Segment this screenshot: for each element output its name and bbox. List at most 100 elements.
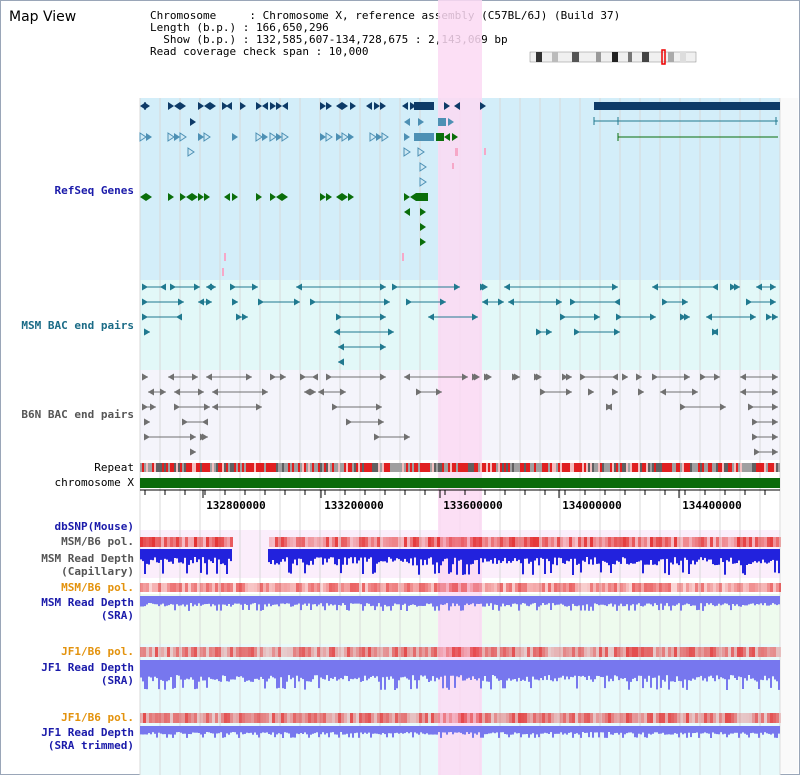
track-label-msm-b6-pol-1[interactable]: MSM/B6 pol. <box>61 535 134 548</box>
track-label-msm-depth-capillary[interactable]: MSM Read Depth <box>41 552 134 565</box>
read-depth-bar <box>414 726 416 733</box>
repeat-segment <box>676 463 678 472</box>
feature-arrow <box>406 298 412 306</box>
track-label-b6n-bac[interactable]: B6N BAC end pairs <box>21 408 134 421</box>
read-depth-bar <box>170 726 172 735</box>
repeat-segment <box>344 463 346 472</box>
read-depth-bar <box>642 726 644 733</box>
polymorphism-cell <box>212 537 215 547</box>
read-depth-bar <box>300 726 302 733</box>
feature-arrow <box>574 328 580 336</box>
read-depth-bar <box>198 549 200 560</box>
polymorphism-cell <box>455 713 458 723</box>
repeat-segment <box>696 463 698 472</box>
read-depth-bar <box>620 549 622 564</box>
track-label-jf1-pol-2[interactable]: JF1/B6 pol. <box>61 711 134 724</box>
read-depth-bar <box>440 726 442 738</box>
feature-arrow <box>190 448 196 456</box>
read-depth-bar <box>254 726 256 733</box>
read-depth-bar <box>286 549 288 558</box>
read-depth-bar <box>486 596 488 604</box>
read-depth-bar <box>280 726 282 735</box>
read-depth-bar <box>728 726 730 735</box>
read-depth-bar <box>410 549 412 559</box>
polymorphism-cell <box>512 713 515 723</box>
read-depth-bar <box>774 660 776 680</box>
track-label-msm-bac[interactable]: MSM BAC end pairs <box>21 319 134 332</box>
read-depth-bar <box>268 596 270 604</box>
feature-arrow <box>246 373 252 381</box>
read-depth-bar <box>206 549 208 575</box>
read-depth-bar <box>676 596 678 605</box>
read-depth-bar <box>466 660 468 679</box>
read-depth-bar <box>754 596 756 606</box>
read-depth-bar <box>760 596 762 604</box>
read-depth-bar <box>456 726 458 733</box>
repeat-segment <box>320 463 322 472</box>
read-depth-bar <box>188 596 190 611</box>
read-depth-bar <box>572 660 574 678</box>
read-depth-bar <box>666 726 668 735</box>
polymorphism-cell <box>602 647 605 657</box>
polymorphism-cell <box>770 537 773 547</box>
read-depth-bar <box>470 726 472 733</box>
read-depth-bar <box>638 596 640 604</box>
polymorphism-cell <box>236 647 239 657</box>
polymorphism-cell <box>674 713 677 723</box>
polymorphism-cell <box>755 583 758 592</box>
track-label-dbsnp[interactable]: dbSNP(Mouse) <box>54 520 134 533</box>
read-depth-bar <box>594 660 596 680</box>
feature-arrow <box>318 388 324 396</box>
read-depth-bar <box>536 726 538 735</box>
read-depth-bar <box>298 660 300 682</box>
read-depth-bar <box>356 596 358 604</box>
track-label-refseq[interactable]: RefSeq Genes <box>54 184 134 197</box>
read-depth-bar <box>486 549 488 562</box>
track-label-jf1-depth[interactable]: JF1 Read Depth <box>41 661 134 674</box>
track-label-jf1-trimmed[interactable]: JF1 Read Depth <box>41 726 134 739</box>
read-depth-bar <box>516 549 518 562</box>
repeat-segment <box>778 463 780 472</box>
polymorphism-cell <box>776 713 779 723</box>
feature-arrow <box>706 313 712 321</box>
repeat-segment <box>484 463 486 472</box>
repeat-segment <box>684 463 686 472</box>
polymorphism-cell <box>746 537 749 547</box>
polymorphism-cell <box>575 713 578 723</box>
read-depth-bar <box>778 549 780 574</box>
track-label-msm-depth-sra[interactable]: MSM Read Depth <box>41 596 134 609</box>
track-label-msm-b6-pol-2[interactable]: MSM/B6 pol. <box>61 581 134 594</box>
repeat-segment <box>166 463 168 472</box>
read-depth-bar <box>488 660 490 682</box>
read-depth-bar <box>154 596 156 605</box>
read-depth-bar <box>154 726 156 734</box>
repeat-segment <box>216 463 218 472</box>
polymorphism-cell <box>728 537 731 547</box>
read-depth-bar <box>200 549 202 573</box>
polymorphism-cell <box>293 647 296 657</box>
polymorphism-cell <box>722 583 725 592</box>
track-label-repeat[interactable]: Repeat <box>94 461 134 474</box>
read-depth-bar <box>750 726 752 734</box>
read-depth-bar <box>442 660 444 689</box>
read-depth-bar <box>650 726 652 735</box>
read-depth-bar <box>658 726 660 734</box>
read-depth-bar <box>598 596 600 606</box>
repeat-segment <box>682 463 684 472</box>
read-depth-bar <box>142 549 144 562</box>
repeat-segment <box>394 463 396 472</box>
read-depth-bar <box>308 596 310 604</box>
refseq-pink-mark <box>455 148 458 156</box>
read-depth-bar <box>162 549 164 574</box>
polymorphism-cell <box>680 647 683 657</box>
polymorphism-cell <box>380 537 383 547</box>
polymorphism-cell <box>545 583 548 592</box>
read-depth-bar <box>330 596 332 605</box>
feature-arrow <box>752 418 758 426</box>
polymorphism-cell <box>233 583 236 592</box>
track-label-jf1-pol-1[interactable]: JF1/B6 pol. <box>61 645 134 658</box>
read-depth-bar <box>688 549 690 574</box>
polymorphism-cell <box>575 537 578 547</box>
feature-arrow <box>204 102 210 110</box>
